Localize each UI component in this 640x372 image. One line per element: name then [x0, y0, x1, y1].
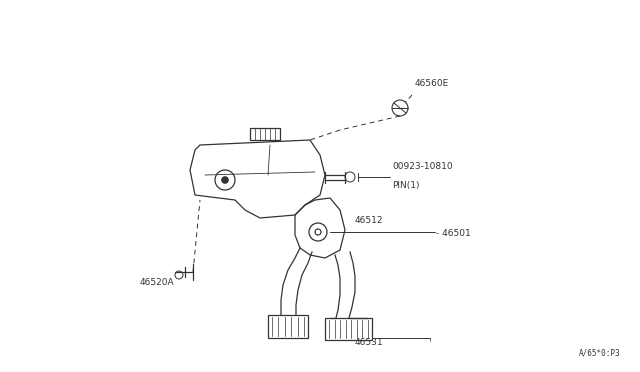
Text: A/65*0:P3: A/65*0:P3 [579, 349, 620, 358]
Text: 46560E: 46560E [415, 79, 449, 88]
Text: 46512: 46512 [355, 216, 383, 225]
Text: PIN(1): PIN(1) [392, 181, 419, 190]
Text: - 46501: - 46501 [436, 229, 471, 238]
Text: 46520A: 46520A [140, 278, 175, 287]
Text: 46531: 46531 [355, 338, 383, 347]
Text: 00923-10810: 00923-10810 [392, 162, 452, 171]
Circle shape [221, 176, 228, 183]
